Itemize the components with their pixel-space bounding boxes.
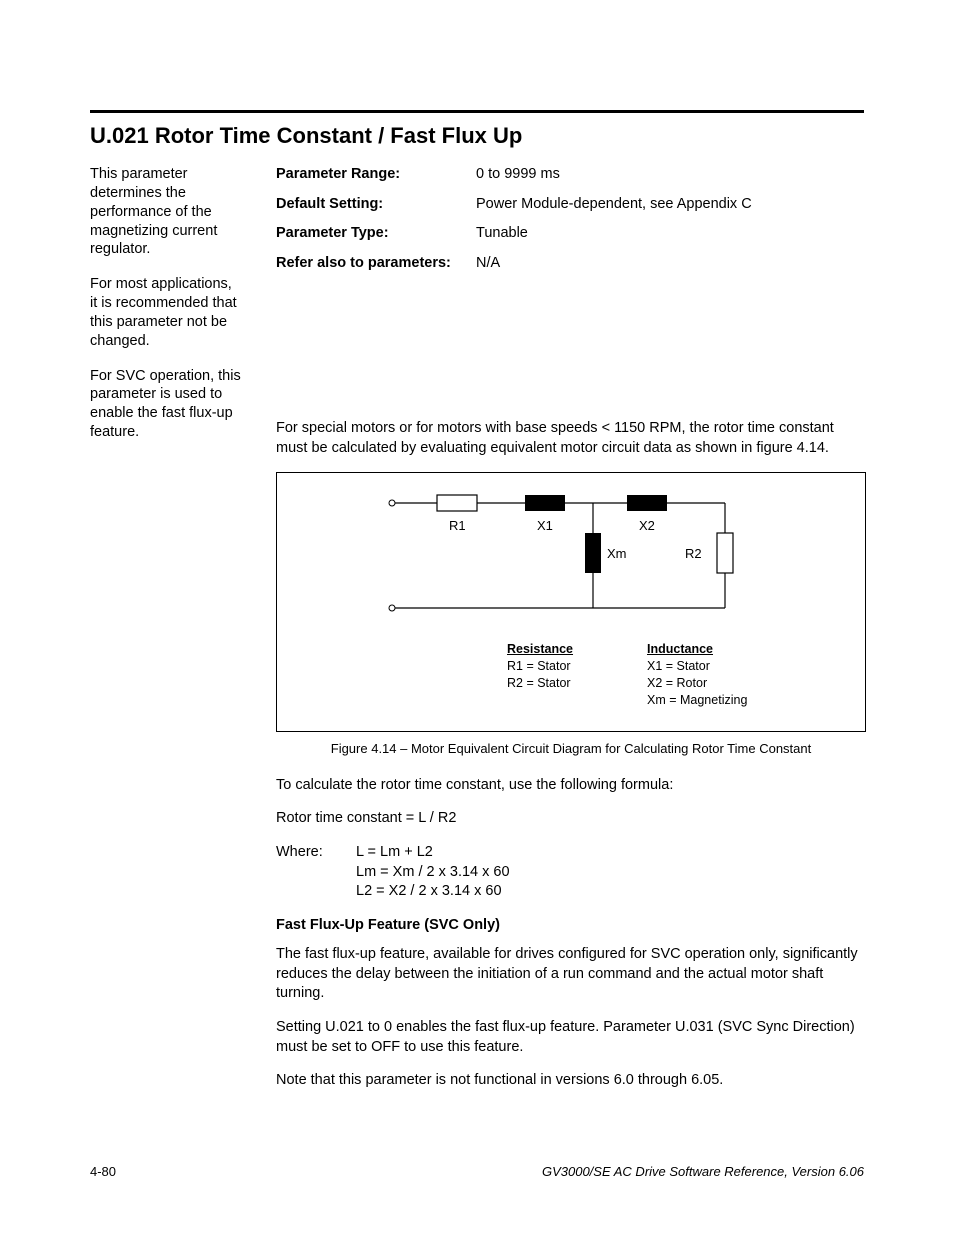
circuit-label-x1: X1	[537, 517, 553, 535]
param-value: Power Module-dependent, see Appendix C	[476, 195, 866, 215]
body-para: For special motors or for motors with ba…	[276, 419, 866, 458]
figure-caption: Figure 4.14 – Motor Equivalent Circuit D…	[276, 740, 866, 758]
sidebar-para: For SVC operation, this parameter is use…	[90, 367, 242, 442]
where-line: Lm = Xm / 2 x 3.14 x 60	[356, 863, 510, 883]
main-content: Parameter Range: 0 to 9999 ms Default Se…	[276, 165, 866, 1105]
legend-line: R1 = Stator	[507, 658, 573, 675]
param-row: Default Setting: Power Module-dependent,…	[276, 195, 866, 215]
circuit-diagram: R1 X1 X2 Xm R2 Resistance R1 = Stator R2…	[276, 472, 866, 732]
param-row: Parameter Range: 0 to 9999 ms	[276, 165, 866, 185]
body-para: The fast flux-up feature, available for …	[276, 945, 866, 1004]
body-para: Note that this parameter is not function…	[276, 1071, 866, 1091]
legend-line: X1 = Stator	[647, 658, 747, 675]
page-title: U.021 Rotor Time Constant / Fast Flux Up	[90, 123, 864, 149]
body-para: To calculate the rotor time constant, us…	[276, 776, 866, 796]
legend-inductance: Inductance X1 = Stator X2 = Rotor Xm = M…	[647, 641, 747, 709]
legend-resistance: Resistance R1 = Stator R2 = Stator	[507, 641, 573, 692]
sidebar: This parameter determines the performanc…	[90, 165, 242, 1105]
circuit-svg	[277, 473, 865, 731]
page-number: 4-80	[90, 1164, 116, 1179]
subheading: Fast Flux-Up Feature (SVC Only)	[276, 916, 866, 936]
where-line: L2 = X2 / 2 x 3.14 x 60	[356, 882, 502, 902]
param-label: Parameter Range:	[276, 165, 476, 185]
sidebar-para: This parameter determines the performanc…	[90, 165, 242, 259]
legend-header: Resistance	[507, 641, 573, 658]
legend-line: Xm = Magnetizing	[647, 692, 747, 709]
circuit-label-xm: Xm	[607, 545, 627, 563]
where-label: Where:	[276, 843, 356, 863]
spacer	[276, 289, 866, 419]
param-value: Tunable	[476, 224, 866, 244]
param-value: 0 to 9999 ms	[476, 165, 866, 185]
doc-title-footer: GV3000/SE AC Drive Software Reference, V…	[542, 1164, 864, 1179]
sidebar-para: For most applications, it is recommended…	[90, 275, 242, 350]
page-footer: 4-80 GV3000/SE AC Drive Software Referen…	[90, 1164, 864, 1179]
param-row: Parameter Type: Tunable	[276, 224, 866, 244]
horizontal-rule	[90, 110, 864, 113]
formula: Rotor time constant = L / R2	[276, 809, 866, 829]
param-label: Parameter Type:	[276, 224, 476, 244]
param-value: N/A	[476, 254, 866, 274]
legend-line: R2 = Stator	[507, 675, 573, 692]
legend-line: X2 = Rotor	[647, 675, 747, 692]
formula-where: Where: L = Lm + L2 Lm = Xm / 2 x 3.14 x …	[276, 843, 866, 902]
legend-header: Inductance	[647, 641, 747, 658]
content-columns: This parameter determines the performanc…	[90, 165, 864, 1105]
parameter-table: Parameter Range: 0 to 9999 ms Default Se…	[276, 165, 866, 273]
param-label: Refer also to parameters:	[276, 254, 476, 274]
circuit-label-r2: R2	[685, 545, 702, 563]
where-line: L = Lm + L2	[356, 843, 433, 863]
param-row: Refer also to parameters: N/A	[276, 254, 866, 274]
circuit-label-x2: X2	[639, 517, 655, 535]
param-label: Default Setting:	[276, 195, 476, 215]
circuit-label-r1: R1	[449, 517, 466, 535]
body-para: Setting U.021 to 0 enables the fast flux…	[276, 1018, 866, 1057]
